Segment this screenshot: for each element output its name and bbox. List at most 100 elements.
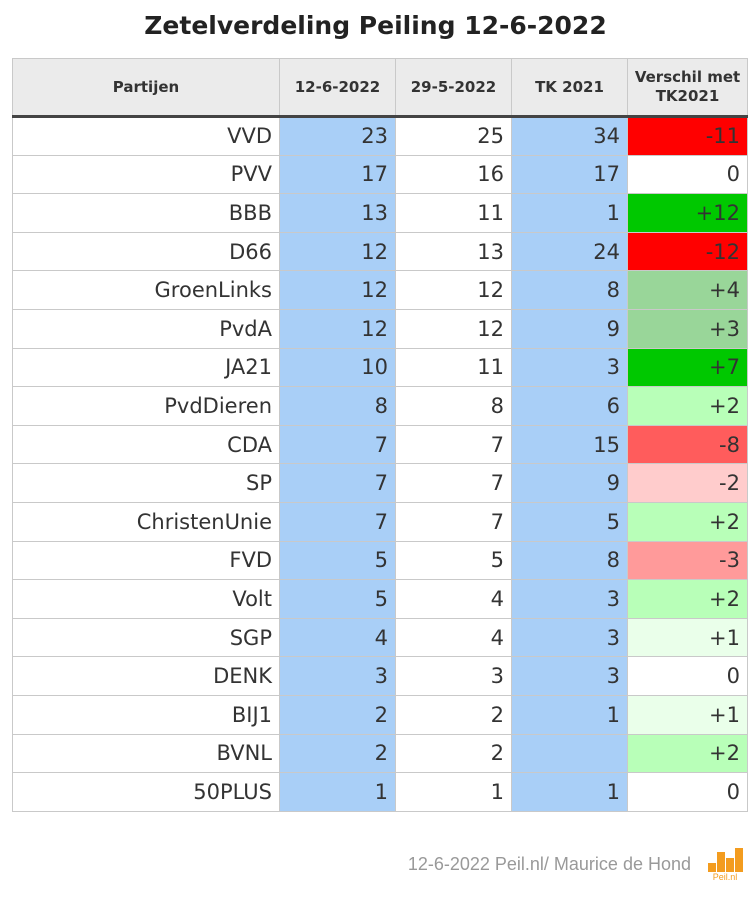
- logo-bar: [735, 848, 743, 872]
- party-cell: ChristenUnie: [12, 501, 280, 542]
- header-tk2021: TK 2021: [511, 58, 628, 118]
- difference-cell: -3: [627, 540, 748, 581]
- current-seats-cell: 1: [279, 772, 396, 812]
- table-row: CDA 7 7 15 -8: [12, 424, 748, 465]
- table-row: FVD 5 5 8 -3: [12, 540, 748, 581]
- previous-seats-cell: 4: [395, 579, 512, 619]
- previous-seats-cell: 11: [395, 193, 512, 233]
- header-party: Partijen: [12, 58, 280, 118]
- header-previous: 29-5-2022: [395, 58, 512, 118]
- table-row: PVV 17 16 17 0: [12, 154, 748, 195]
- party-cell: JA21: [12, 347, 280, 388]
- current-seats-cell: 2: [279, 733, 396, 774]
- tk2021-seats-cell: 9: [511, 463, 628, 503]
- table-row: VVD 23 25 34 -11: [12, 116, 748, 156]
- difference-cell: 0: [627, 772, 748, 812]
- previous-seats-cell: 25: [395, 116, 512, 156]
- difference-cell: +2: [627, 386, 748, 426]
- current-seats-cell: 7: [279, 501, 396, 542]
- table-row: PvdA 12 12 9 +3: [12, 308, 748, 349]
- current-seats-cell: 12: [279, 231, 396, 272]
- footer-credit: 12-6-2022 Peil.nl/ Maurice de Hond: [407, 854, 691, 874]
- difference-cell: +1: [627, 617, 748, 658]
- difference-cell: +4: [627, 270, 748, 310]
- current-seats-cell: 3: [279, 656, 396, 696]
- logo-text: Peil.nl: [712, 872, 738, 882]
- current-seats-cell: 4: [279, 617, 396, 658]
- tk2021-seats-cell: 3: [511, 656, 628, 696]
- logo-bar: [708, 863, 716, 872]
- difference-cell: +12: [627, 193, 748, 233]
- table-row: D66 12 13 24 -12: [12, 231, 748, 272]
- seat-table: Partijen 12-6-2022 29-5-2022 TK 2021 Ver…: [12, 58, 748, 812]
- difference-cell: -12: [627, 231, 748, 272]
- bar-chart-logo-icon: Peil.nl: [706, 846, 744, 882]
- previous-seats-cell: 13: [395, 231, 512, 272]
- table-row: GroenLinks 12 12 8 +4: [12, 270, 748, 310]
- table-row: ChristenUnie 7 7 5 +2: [12, 501, 748, 542]
- previous-seats-cell: 16: [395, 154, 512, 195]
- table-body: VVD 23 25 34 -11 PVV 17 16 17 0 BBB 13 11 1 +12 D66 12 13…: [12, 116, 748, 812]
- tk2021-seats-cell: 15: [511, 424, 628, 465]
- party-cell: SP: [12, 463, 280, 503]
- current-seats-cell: 2: [279, 694, 396, 735]
- difference-cell: +1: [627, 694, 748, 735]
- party-cell: PvdA: [12, 308, 280, 349]
- table-row: JA21 10 11 3 +7: [12, 347, 748, 388]
- table-row: 50PLUS 1 1 1 0: [12, 772, 748, 812]
- tk2021-seats-cell: 8: [511, 270, 628, 310]
- tk2021-seats-cell: 8: [511, 540, 628, 581]
- logo-bar: [717, 852, 725, 872]
- previous-seats-cell: 5: [395, 540, 512, 581]
- tk2021-seats-cell: 5: [511, 501, 628, 542]
- previous-seats-cell: 12: [395, 308, 512, 349]
- difference-cell: 0: [627, 656, 748, 696]
- party-cell: PVV: [12, 154, 280, 195]
- party-cell: BBB: [12, 193, 280, 233]
- difference-cell: -2: [627, 463, 748, 503]
- tk2021-seats-cell: 3: [511, 617, 628, 658]
- table-row: BVNL 2 2 +2: [12, 733, 748, 774]
- previous-seats-cell: 2: [395, 694, 512, 735]
- tk2021-seats-cell: 34: [511, 116, 628, 156]
- tk2021-seats-cell: 24: [511, 231, 628, 272]
- tk2021-seats-cell: 1: [511, 694, 628, 735]
- party-cell: FVD: [12, 540, 280, 581]
- tk2021-seats-cell: 17: [511, 154, 628, 195]
- tk2021-seats-cell: 1: [511, 193, 628, 233]
- header-current: 12-6-2022: [279, 58, 396, 118]
- header-row: Partijen 12-6-2022 29-5-2022 TK 2021 Ver…: [12, 58, 748, 118]
- party-cell: GroenLinks: [12, 270, 280, 310]
- tk2021-seats-cell: 6: [511, 386, 628, 426]
- table-row: BIJ1 2 2 1 +1: [12, 694, 748, 735]
- header-difference: Verschil met TK2021: [627, 58, 748, 118]
- previous-seats-cell: 12: [395, 270, 512, 310]
- previous-seats-cell: 7: [395, 463, 512, 503]
- previous-seats-cell: 7: [395, 424, 512, 465]
- current-seats-cell: 17: [279, 154, 396, 195]
- difference-cell: +2: [627, 501, 748, 542]
- party-cell: SGP: [12, 617, 280, 658]
- party-cell: Volt: [12, 579, 280, 619]
- table-row: PvdDieren 8 8 6 +2: [12, 386, 748, 426]
- table-row: BBB 13 11 1 +12: [12, 193, 748, 233]
- party-cell: D66: [12, 231, 280, 272]
- chart-title: Zetelverdeling Peiling 12-6-2022: [144, 11, 607, 40]
- current-seats-cell: 8: [279, 386, 396, 426]
- party-cell: DENK: [12, 656, 280, 696]
- difference-cell: +7: [627, 347, 748, 388]
- previous-seats-cell: 11: [395, 347, 512, 388]
- current-seats-cell: 13: [279, 193, 396, 233]
- difference-cell: +2: [627, 733, 748, 774]
- table-row: Volt 5 4 3 +2: [12, 579, 748, 619]
- difference-cell: +2: [627, 579, 748, 619]
- current-seats-cell: 7: [279, 463, 396, 503]
- previous-seats-cell: 8: [395, 386, 512, 426]
- table-row: SP 7 7 9 -2: [12, 463, 748, 503]
- previous-seats-cell: 2: [395, 733, 512, 774]
- tk2021-seats-cell: 9: [511, 308, 628, 349]
- table-row: DENK 3 3 3 0: [12, 656, 748, 696]
- tk2021-seats-cell: 3: [511, 579, 628, 619]
- current-seats-cell: 12: [279, 308, 396, 349]
- party-cell: BIJ1: [12, 694, 280, 735]
